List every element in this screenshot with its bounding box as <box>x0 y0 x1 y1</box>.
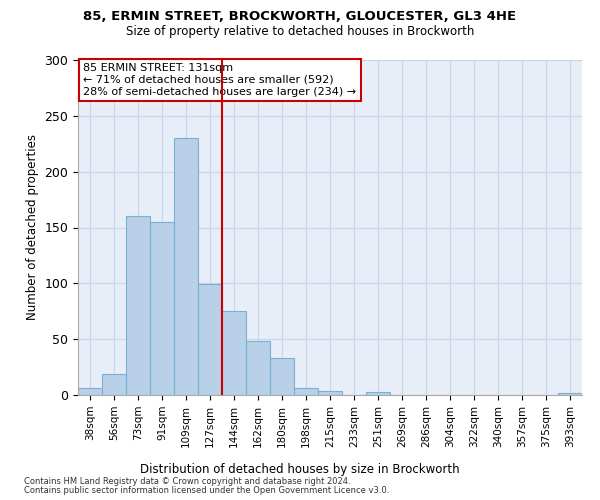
Text: 85, ERMIN STREET, BROCKWORTH, GLOUCESTER, GL3 4HE: 85, ERMIN STREET, BROCKWORTH, GLOUCESTER… <box>83 10 517 23</box>
Bar <box>222 311 246 395</box>
Y-axis label: Number of detached properties: Number of detached properties <box>26 134 39 320</box>
Text: 85 ERMIN STREET: 131sqm
← 71% of detached houses are smaller (592)
28% of semi-d: 85 ERMIN STREET: 131sqm ← 71% of detache… <box>83 64 356 96</box>
Bar <box>150 222 174 395</box>
Text: Distribution of detached houses by size in Brockworth: Distribution of detached houses by size … <box>140 462 460 475</box>
Bar <box>246 342 270 395</box>
Bar <box>174 138 198 395</box>
Text: Size of property relative to detached houses in Brockworth: Size of property relative to detached ho… <box>126 25 474 38</box>
Text: Contains HM Land Registry data © Crown copyright and database right 2024.: Contains HM Land Registry data © Crown c… <box>24 477 350 486</box>
Bar <box>126 216 150 395</box>
Bar <box>318 390 342 395</box>
Bar <box>270 358 294 395</box>
Bar <box>294 388 318 395</box>
Bar <box>198 284 222 395</box>
Bar <box>366 392 390 395</box>
Bar <box>102 374 126 395</box>
Bar <box>558 393 582 395</box>
Bar <box>78 388 102 395</box>
Text: Contains public sector information licensed under the Open Government Licence v3: Contains public sector information licen… <box>24 486 389 495</box>
